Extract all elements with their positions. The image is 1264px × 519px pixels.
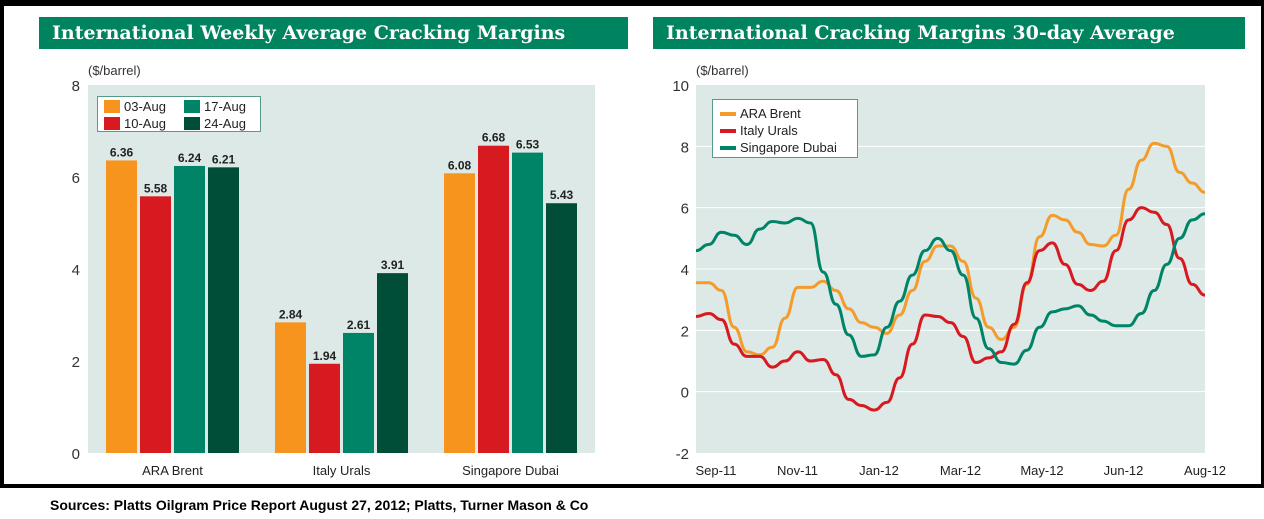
y-tick-label: 8 bbox=[681, 139, 689, 156]
bar-17-aug bbox=[343, 332, 374, 453]
x-tick-label: May-12 bbox=[1020, 463, 1063, 478]
x-category-label: Italy Urals bbox=[313, 463, 371, 478]
bar-value-label: 6.08 bbox=[448, 158, 472, 172]
bar-plot-area bbox=[88, 85, 595, 453]
x-tick-label: Mar-12 bbox=[940, 463, 981, 478]
bar-24-aug bbox=[208, 167, 239, 453]
bar-value-label: 6.21 bbox=[212, 152, 236, 166]
sources-note: Sources: Platts Oilgram Price Report Aug… bbox=[50, 497, 589, 513]
legend-item-17-aug: 17-Aug bbox=[184, 98, 264, 115]
border-left bbox=[0, 0, 4, 488]
bar-value-label: 5.43 bbox=[550, 188, 574, 202]
bar-value-label: 2.84 bbox=[279, 307, 303, 321]
y-tick-label: 4 bbox=[72, 262, 80, 279]
legend-item-ara-brent: ARA Brent bbox=[720, 105, 857, 122]
legend-item-24-aug: 24-Aug bbox=[184, 115, 264, 132]
legend-swatch bbox=[104, 117, 120, 130]
bar-10-aug bbox=[140, 196, 171, 453]
bar-value-label: 1.94 bbox=[313, 349, 337, 363]
y-tick-label: 4 bbox=[681, 262, 689, 279]
legend-item-03-aug: 03-Aug bbox=[104, 98, 184, 115]
legend-label: ARA Brent bbox=[740, 106, 801, 121]
legend-label: Italy Urals bbox=[740, 123, 798, 138]
line-italy-urals bbox=[695, 206, 1206, 412]
bar-value-label: 3.91 bbox=[381, 258, 405, 272]
bar-value-label: 6.68 bbox=[482, 131, 506, 145]
y-tick-label: 0 bbox=[681, 385, 689, 402]
x-tick-label: Jan-12 bbox=[859, 463, 899, 478]
border-top bbox=[0, 0, 1264, 6]
legend-item-10-aug: 10-Aug bbox=[104, 115, 184, 132]
bar-chart-ylabel: ($/barrel) bbox=[88, 63, 141, 78]
legend-item-singapore-dubai: Singapore Dubai bbox=[720, 139, 857, 156]
legend-line bbox=[720, 128, 736, 133]
x-tick-label: Jun-12 bbox=[1104, 463, 1144, 478]
legend-line bbox=[720, 111, 736, 116]
legend-label: Singapore Dubai bbox=[740, 140, 837, 155]
legend-swatch bbox=[184, 117, 200, 130]
legend-swatch bbox=[104, 100, 120, 113]
y-tick-label: 2 bbox=[72, 354, 80, 371]
y-tick-label: -2 bbox=[676, 446, 689, 463]
bar-24-aug bbox=[546, 203, 577, 453]
bar-value-label: 6.53 bbox=[516, 138, 540, 152]
y-tick-label: 6 bbox=[681, 201, 689, 218]
line-singapore-dubai bbox=[695, 212, 1206, 366]
border-bottom bbox=[0, 484, 1264, 488]
x-tick-label: Aug-12 bbox=[1184, 463, 1226, 478]
bar-17-aug bbox=[512, 152, 543, 453]
legend-item-italy-urals: Italy Urals bbox=[720, 122, 857, 139]
bar-17-aug bbox=[174, 165, 205, 453]
bar-value-label: 6.24 bbox=[178, 151, 202, 165]
bar-value-label: 5.58 bbox=[144, 181, 168, 195]
x-category-label: ARA Brent bbox=[142, 463, 203, 478]
y-tick-label: 8 bbox=[72, 78, 80, 95]
border-right bbox=[1261, 0, 1264, 488]
bar-03-aug bbox=[275, 322, 306, 453]
bar-legend: 03-Aug 17-Aug 10-Aug 24-Aug bbox=[97, 96, 261, 132]
legend-label: 03-Aug bbox=[124, 99, 166, 114]
bar-chart-title: International Weekly Average Cracking Ma… bbox=[39, 17, 628, 49]
line-chart-title: International Cracking Margins 30-day Av… bbox=[653, 17, 1245, 49]
y-tick-label: 6 bbox=[72, 170, 80, 187]
bar-24-aug bbox=[377, 273, 408, 453]
x-tick-label: Sep-11 bbox=[696, 463, 737, 478]
legend-label: 24-Aug bbox=[204, 116, 246, 131]
bar-10-aug bbox=[309, 363, 340, 453]
line-legend: ARA Brent Italy Urals Singapore Dubai bbox=[712, 99, 858, 158]
x-tick-label: Nov-11 bbox=[777, 463, 818, 478]
legend-label: 17-Aug bbox=[204, 99, 246, 114]
bar-value-label: 2.61 bbox=[347, 318, 371, 332]
bar-03-aug bbox=[106, 160, 137, 453]
legend-label: 10-Aug bbox=[124, 116, 166, 131]
y-tick-label: 2 bbox=[681, 323, 689, 340]
y-tick-label: 10 bbox=[672, 78, 689, 95]
line-chart-ylabel: ($/barrel) bbox=[696, 63, 749, 78]
legend-line bbox=[720, 145, 736, 150]
y-tick-label: 0 bbox=[72, 446, 80, 463]
x-category-label: Singapore Dubai bbox=[462, 463, 559, 478]
line-ara-brent bbox=[695, 141, 1206, 357]
bar-03-aug bbox=[444, 173, 475, 453]
legend-swatch bbox=[184, 100, 200, 113]
bar-value-label: 6.36 bbox=[110, 145, 134, 159]
bar-10-aug bbox=[478, 145, 509, 453]
